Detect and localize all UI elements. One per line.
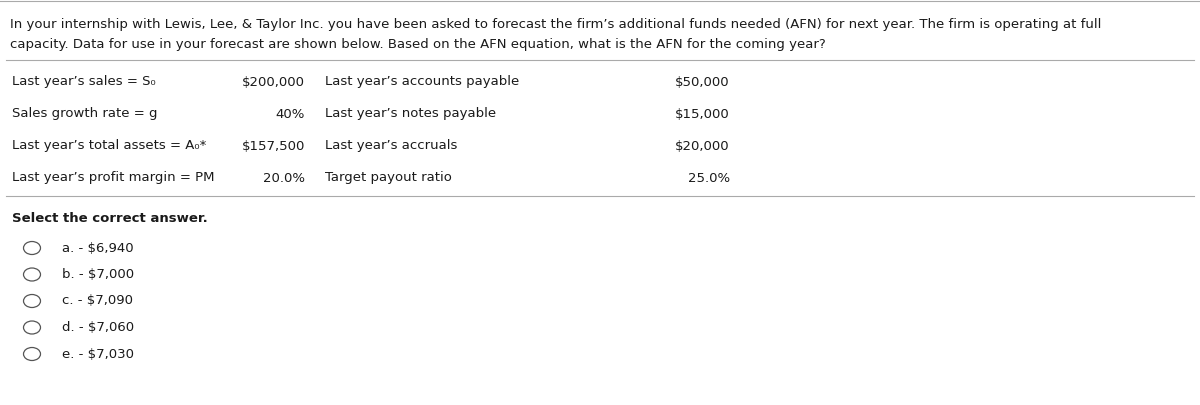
Text: Last year’s profit margin = PM: Last year’s profit margin = PM — [12, 171, 215, 185]
Text: c. - $7,090: c. - $7,090 — [62, 294, 133, 307]
Text: $50,000: $50,000 — [676, 75, 730, 89]
Text: a. - $6,940: a. - $6,940 — [62, 241, 134, 254]
Text: $20,000: $20,000 — [676, 139, 730, 153]
Text: d. - $7,060: d. - $7,060 — [62, 321, 134, 334]
Text: Last year’s accruals: Last year’s accruals — [325, 139, 457, 153]
Text: capacity. Data for use in your forecast are shown below. Based on the AFN equati: capacity. Data for use in your forecast … — [10, 38, 826, 51]
Text: Last year’s notes payable: Last year’s notes payable — [325, 107, 496, 121]
Text: 20.0%: 20.0% — [263, 171, 305, 185]
Text: 40%: 40% — [276, 107, 305, 121]
Text: Last year’s total assets = A₀*: Last year’s total assets = A₀* — [12, 139, 206, 153]
Text: $200,000: $200,000 — [242, 75, 305, 89]
Text: $15,000: $15,000 — [676, 107, 730, 121]
Text: b. - $7,000: b. - $7,000 — [62, 268, 134, 281]
Text: Last year’s accounts payable: Last year’s accounts payable — [325, 75, 520, 89]
Text: $157,500: $157,500 — [241, 139, 305, 153]
Text: Select the correct answer.: Select the correct answer. — [12, 211, 208, 224]
Text: 25.0%: 25.0% — [688, 171, 730, 185]
Text: Sales growth rate = g: Sales growth rate = g — [12, 107, 157, 121]
Text: Target payout ratio: Target payout ratio — [325, 171, 452, 185]
Text: e. - $7,030: e. - $7,030 — [62, 347, 134, 360]
Text: In your internship with Lewis, Lee, & Taylor Inc. you have been asked to forecas: In your internship with Lewis, Lee, & Ta… — [10, 18, 1102, 31]
Text: Last year’s sales = S₀: Last year’s sales = S₀ — [12, 75, 156, 89]
